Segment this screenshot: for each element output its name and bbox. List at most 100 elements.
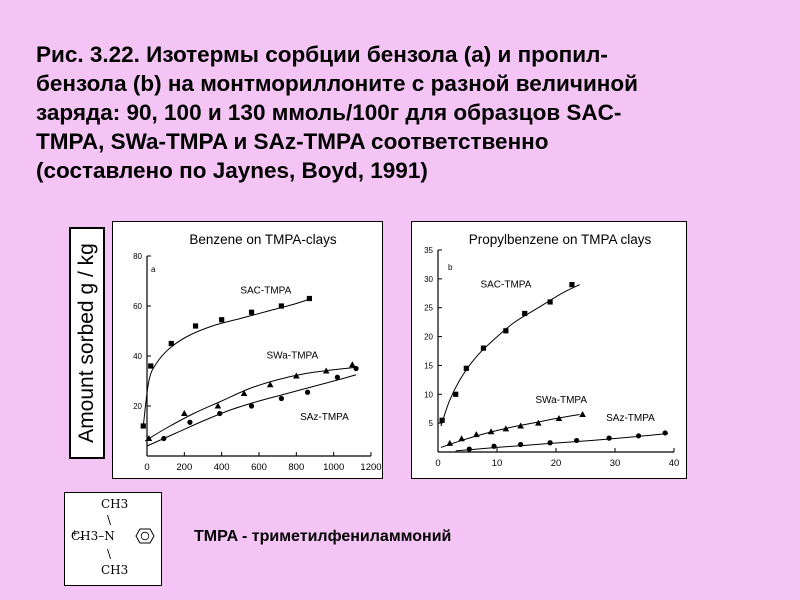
data-point-circle (161, 435, 167, 442)
data-point-square (148, 363, 154, 369)
tmpa-definition: TMPA - триметилфениламмоний (194, 528, 452, 545)
x-tick-label: 0 (435, 458, 440, 469)
data-point-triangle (349, 361, 356, 368)
y-tick-label: 80 (133, 252, 142, 261)
y-tick-label: 5 (429, 419, 434, 428)
chart-panel-benzene: Benzene on TMPA-clays a 0 200 400 600 800 1000 1… (112, 221, 383, 479)
x-tick-label: 30 (610, 458, 621, 469)
series-label: SAC-TMPA (240, 286, 291, 297)
caption-line-4: TMPA, SWa-TMPA и SAz-TMPA соответственно (36, 129, 549, 154)
data-point-circle (304, 389, 311, 395)
data-point-triangle (502, 425, 510, 432)
data-point-circle (466, 446, 472, 452)
series-curve (146, 374, 357, 447)
data-point-circle (662, 430, 668, 436)
data-point-square (503, 328, 509, 334)
data-point-square (547, 299, 553, 305)
data-point-square (219, 317, 225, 323)
data-point-triangle (322, 367, 330, 374)
data-point-square (453, 391, 459, 397)
formula-middle: CH3–N +– (71, 529, 115, 544)
x-tick-label: 40 (669, 458, 680, 469)
panel-letter: b (448, 263, 453, 272)
data-point-square (569, 282, 575, 288)
x-tick-label: 0 (144, 462, 149, 473)
formula-ch3-bottom-text: CH3 (101, 563, 129, 577)
data-point-circle (187, 419, 193, 425)
data-point-triangle (555, 415, 563, 422)
x-tick-label: 600 (251, 462, 267, 473)
data-point-triangle (240, 390, 248, 396)
data-point-circle (606, 435, 612, 441)
data-point-circle (334, 374, 340, 380)
data-point-triangle (458, 435, 465, 442)
series-label: SAz-TMPA (300, 412, 349, 423)
data-point-square (306, 295, 312, 302)
series-label: SWa-TMPA (535, 395, 587, 406)
data-point-square (522, 310, 528, 317)
data-point-triangle (145, 435, 153, 441)
x-tick-label: 10 (492, 458, 503, 469)
data-point-square (278, 303, 284, 309)
series-label: SAz-TMPA (606, 413, 655, 424)
tmpa-structure-formula: CH3 \ CH3–N +– \ CH3 (64, 492, 162, 586)
data-point-circle (248, 403, 255, 409)
y-tick-label: 40 (133, 352, 142, 361)
data-point-square (248, 309, 255, 315)
data-point-triangle (579, 410, 586, 417)
y-tick-label: 35 (424, 246, 433, 255)
chart-panel-propylbenzene: Propylbenzene on TMPA clays b 0 10 20 30 40 5 10… (411, 221, 687, 479)
y-axis-label: Amount sorbed g / kg (75, 243, 98, 443)
caption-line-1: Рис. 3.22. Изотермы сорбции бензола (а) … (36, 42, 608, 67)
y-tick-label: 30 (424, 275, 433, 284)
x-tick-label: 800 (288, 462, 304, 473)
y-tick-label: 60 (133, 302, 142, 311)
panel-letter: a (151, 265, 156, 274)
data-point-triangle (293, 372, 300, 379)
caption-line-5: (составлено по Jaynes, Boyd, 1991) (36, 158, 428, 183)
chart-propylbenzene: Propylbenzene on TMPA clays b 0 10 20 30 40 5 10… (424, 232, 680, 469)
series-label: SAC-TMPA (480, 280, 531, 291)
data-point-square (192, 323, 199, 329)
chart-title: Propylbenzene on TMPA clays (469, 232, 652, 247)
y-tick-label: 25 (424, 304, 433, 313)
data-point-circle (636, 433, 642, 439)
data-point-circle (217, 410, 223, 417)
formula-ch3-top-text: CH3 (101, 497, 129, 511)
y-tick-label: 15 (424, 361, 433, 370)
series-curve (440, 284, 580, 427)
data-point-triangle (517, 422, 524, 429)
x-tick-label: 400 (214, 462, 230, 473)
data-point-triangle (181, 410, 188, 416)
data-point-circle (518, 441, 524, 448)
chart-benzene: Benzene on TMPA-clays a 0 200 400 600 800 1000 1… (133, 232, 381, 473)
formula-bond-bottom: \ (107, 547, 112, 561)
benzene-ring-icon (135, 528, 155, 547)
series-curve (142, 298, 312, 427)
data-point-circle (491, 443, 497, 449)
y-axis-label-box: Amount sorbed g / kg (69, 227, 105, 459)
series-label: SWa-TMPA (266, 351, 318, 362)
caption-line-3: заряда: 90, 100 и 130 ммоль/100г для обр… (36, 100, 622, 125)
figure-caption: Рис. 3.22. Изотермы сорбции бензола (а) … (36, 40, 766, 185)
data-point-circle (574, 437, 580, 444)
caption-line-2: бензола (b) на монтмориллоните с разной … (36, 71, 638, 96)
data-point-triangle (214, 402, 222, 409)
data-point-triangle (446, 439, 454, 446)
y-tick-label: 20 (424, 333, 433, 342)
x-tick-label: 1200 (360, 462, 381, 473)
data-point-square (480, 345, 487, 351)
data-point-triangle (266, 381, 274, 388)
formula-middle-text: CH3–N (71, 529, 115, 543)
y-tick-label: 10 (424, 390, 433, 399)
formula-bond-top: \ (107, 513, 112, 527)
data-point-circle (547, 440, 553, 446)
y-tick-label: 20 (133, 402, 142, 411)
data-point-circle (353, 365, 359, 372)
data-point-square (439, 417, 445, 423)
data-point-triangle (473, 431, 480, 438)
data-point-triangle (487, 428, 495, 435)
data-point-circle (278, 395, 284, 402)
chart-title: Benzene on TMPA-clays (189, 232, 337, 247)
data-point-triangle (535, 419, 542, 426)
